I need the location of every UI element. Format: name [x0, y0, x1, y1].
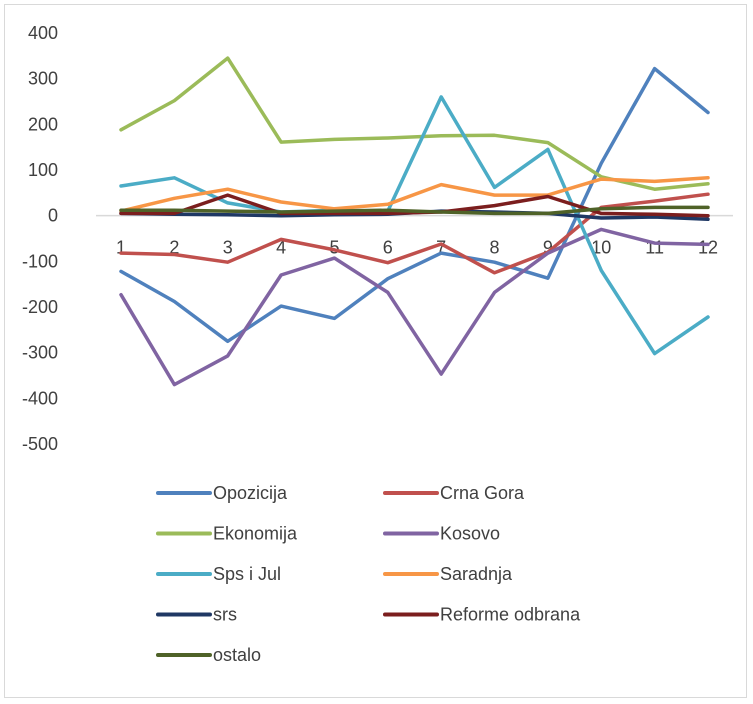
- x-tick-label: 10: [591, 238, 611, 258]
- y-tick-label: 400: [28, 23, 58, 43]
- chart-frame: [4, 4, 747, 698]
- series-line-crna-gora: [119, 192, 710, 275]
- y-tick-label: -200: [22, 297, 58, 317]
- y-tick-label: 0: [48, 206, 58, 226]
- series-line-ostalo: [119, 205, 710, 216]
- legend-label-reforme-odbrana: Reforme odbrana: [440, 605, 581, 625]
- x-tick-label: 7: [436, 238, 446, 258]
- x-tick-label: 1: [116, 238, 126, 258]
- y-tick-label: 200: [28, 114, 58, 134]
- series-line-ekonomija: [119, 56, 710, 191]
- legend-label-ekonomija: Ekonomija: [213, 524, 298, 544]
- legend-label-saradnja: Saradnja: [440, 564, 513, 584]
- y-tick-label: -500: [22, 434, 58, 454]
- legend-label-crna-gora: Crna Gora: [440, 483, 525, 503]
- y-tick-label: 300: [28, 69, 58, 89]
- x-tick-label: 4: [276, 238, 286, 258]
- legend-label-ostalo: ostalo: [213, 645, 261, 665]
- x-tick-label: 3: [223, 238, 233, 258]
- series-line-opozicija: [119, 66, 710, 344]
- y-tick-label: 100: [28, 160, 58, 180]
- x-tick-label: 6: [383, 238, 393, 258]
- x-tick-label: 8: [490, 238, 500, 258]
- legend-label-kosovo: Kosovo: [440, 524, 500, 544]
- x-tick-label: 5: [329, 238, 339, 258]
- series-line-kosovo: [119, 227, 710, 387]
- y-tick-label: -400: [22, 388, 58, 408]
- x-tick-label: 9: [543, 238, 553, 258]
- y-tick-label: -300: [22, 343, 58, 363]
- series-line-saradnja: [119, 176, 710, 213]
- y-tick-label: -100: [22, 251, 58, 271]
- legend-label-opozicija: Opozicija: [213, 483, 288, 503]
- x-tick-label: 12: [698, 238, 718, 258]
- legend-label-srs: srs: [213, 605, 237, 625]
- x-tick-label: 2: [169, 238, 179, 258]
- legend-label-sps-i-jul: Sps i Jul: [213, 564, 281, 584]
